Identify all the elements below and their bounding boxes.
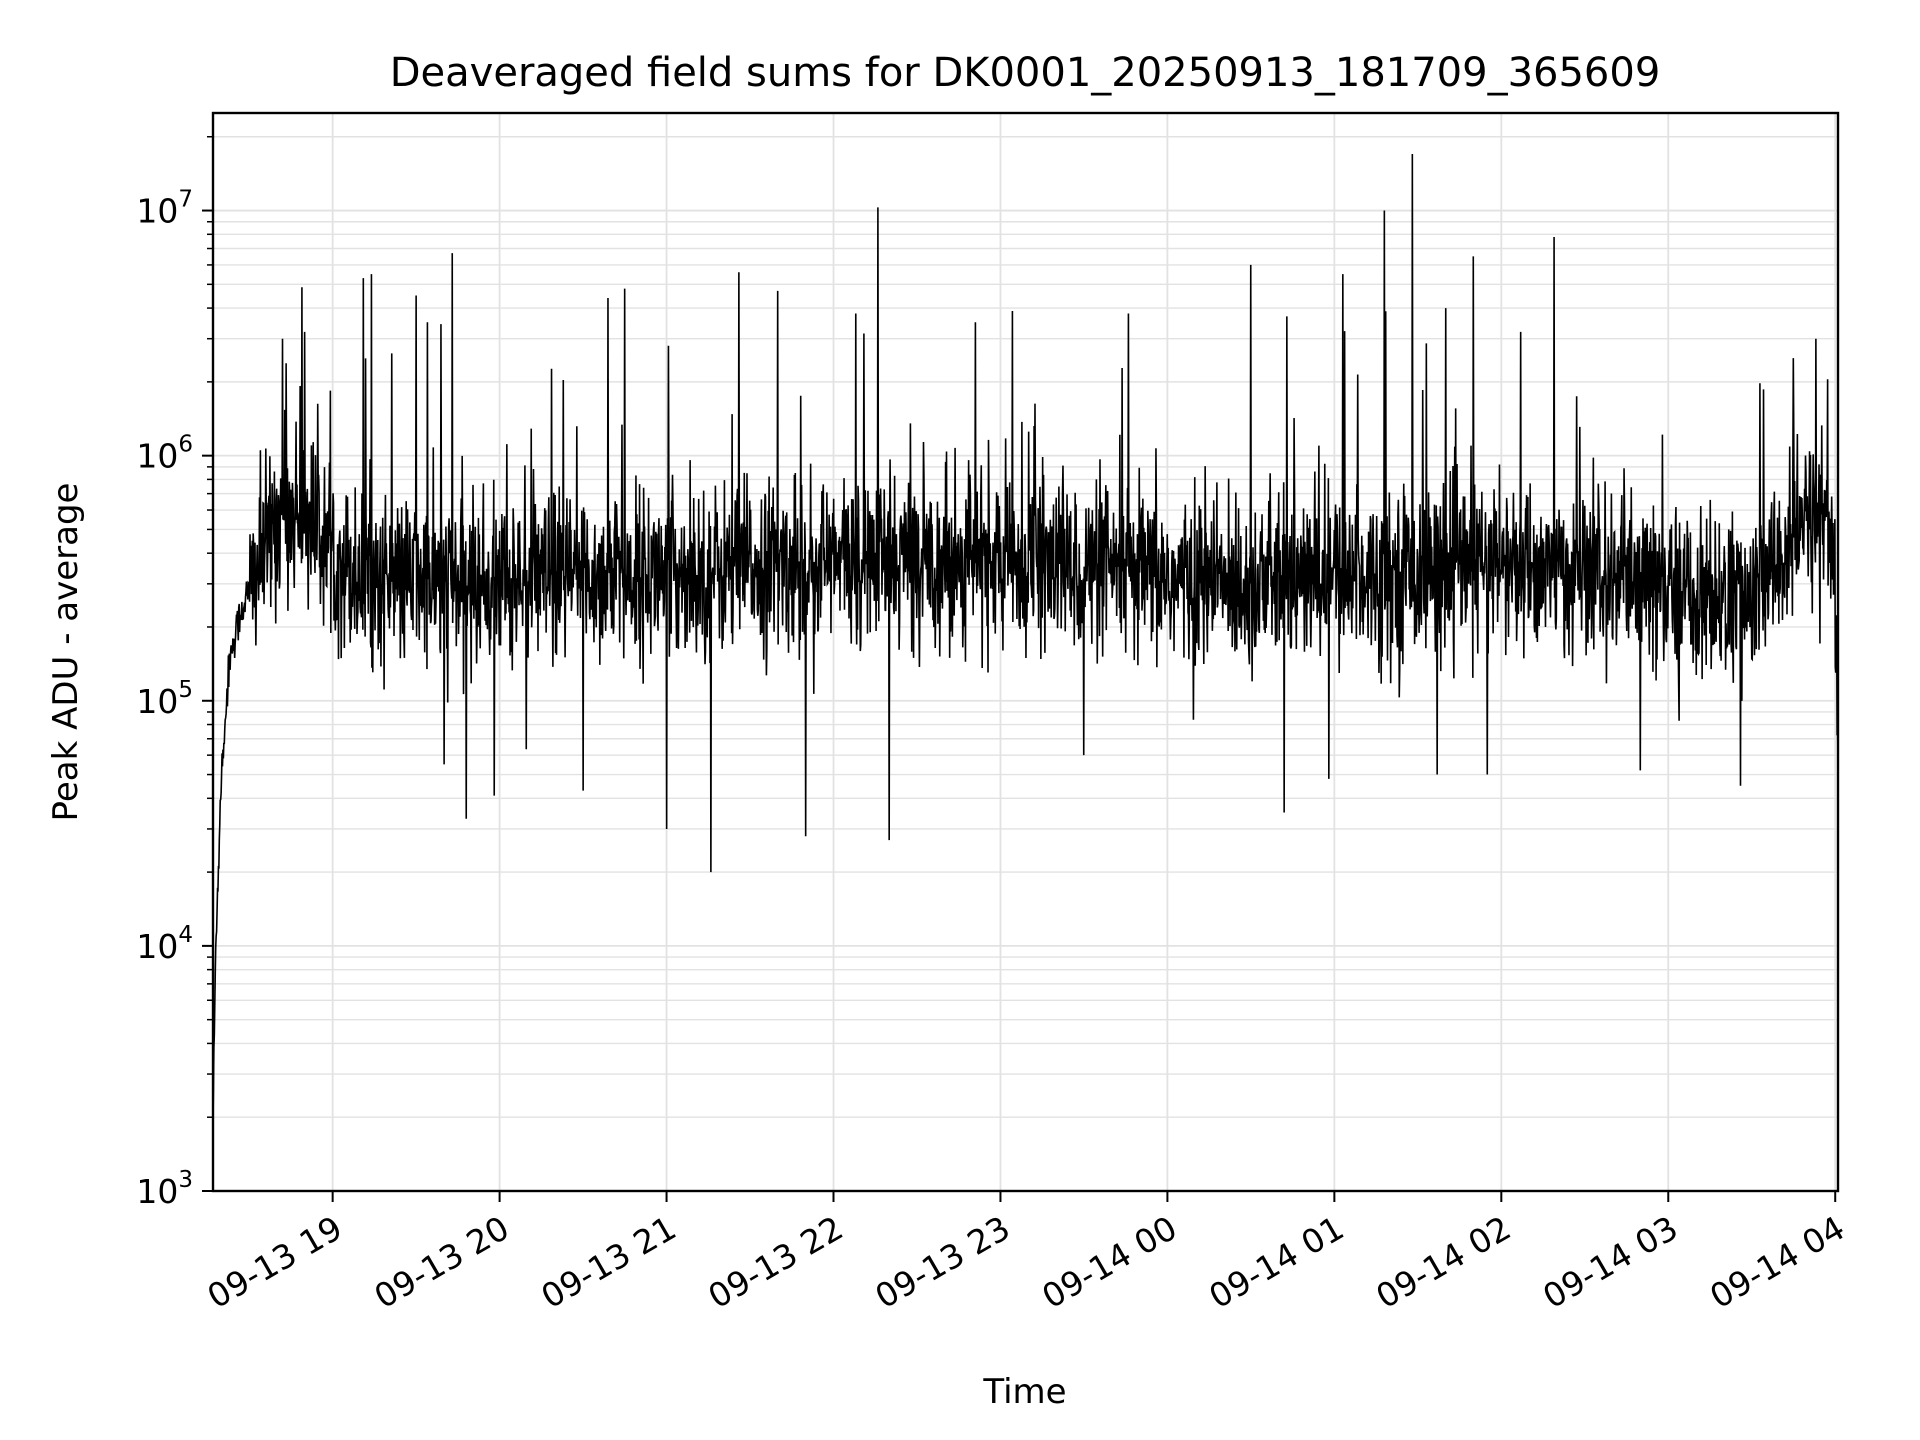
y-tick-label: 107 (136, 187, 193, 231)
chart-title: Deaveraged field sums for DK0001_2025091… (390, 50, 1661, 96)
y-tick-label: 104 (136, 922, 193, 966)
axes-frame (211, 111, 1840, 1193)
series-line (213, 154, 1838, 1121)
grid (213, 113, 1838, 1192)
plot-area (213, 154, 1838, 1121)
y-tick-label: 105 (136, 677, 193, 721)
y-ticks: 103 104 105 106 107 (136, 136, 213, 1211)
y-axis-label: Peak ADU - average (46, 483, 86, 822)
x-axis-label: Time (982, 1372, 1066, 1412)
y-tick-label: 106 (136, 432, 193, 476)
y-tick-label: 103 (136, 1167, 193, 1211)
